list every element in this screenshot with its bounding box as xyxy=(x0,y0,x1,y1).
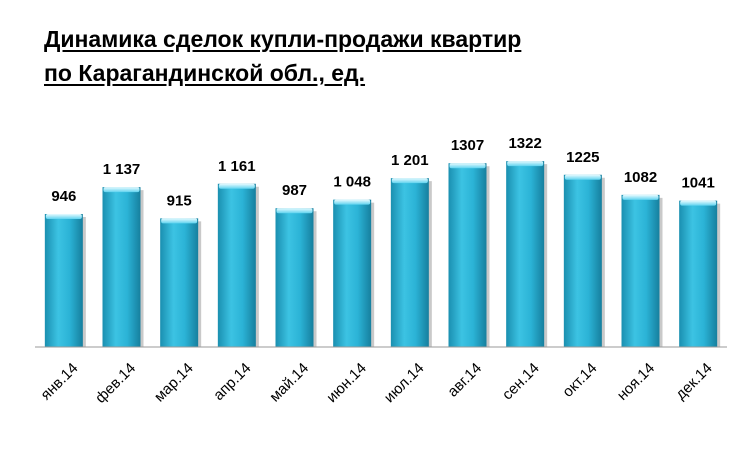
bar-cap xyxy=(161,218,198,224)
bar-cap xyxy=(334,199,371,205)
chart-title: Динамика сделок купли-продажи квартир по… xyxy=(44,22,521,90)
bar-rect xyxy=(448,163,487,347)
x-tick-label: авг.14 xyxy=(444,360,485,401)
bar-cap xyxy=(449,163,486,169)
data-label: 1 161 xyxy=(218,158,256,175)
bar-cap xyxy=(218,183,255,189)
x-tick-label: сен.14 xyxy=(499,360,543,404)
data-label: 1 048 xyxy=(333,174,371,191)
bar-cap xyxy=(622,194,659,200)
x-tick-label: июн.14 xyxy=(323,360,370,407)
bar-rect xyxy=(333,199,372,347)
bar-rect xyxy=(217,183,256,347)
x-tick-label: окт.14 xyxy=(559,360,600,401)
bar-rect xyxy=(506,161,545,347)
data-label: 1 201 xyxy=(391,152,429,169)
data-label: 1041 xyxy=(681,175,714,192)
bar-июл.14 xyxy=(390,178,432,347)
bar-cap xyxy=(507,161,544,167)
bar-cap xyxy=(276,208,313,214)
x-tick-label: ноя.14 xyxy=(614,360,658,404)
data-label: 1322 xyxy=(508,135,541,152)
x-tick-label: апр.14 xyxy=(210,360,254,404)
data-label: 946 xyxy=(51,188,76,205)
bar-дек.14 xyxy=(679,200,721,347)
data-label: 1082 xyxy=(624,169,657,186)
bar-cap xyxy=(680,200,717,206)
data-label: 987 xyxy=(282,182,307,199)
bar-май.14 xyxy=(275,208,317,347)
data-label: 1 137 xyxy=(103,161,141,178)
bar-cap xyxy=(564,174,601,180)
bar-янв.14 xyxy=(44,213,86,347)
bar-rect xyxy=(563,174,602,347)
x-tick-label: мар.14 xyxy=(151,360,197,406)
x-tick-label: фев.14 xyxy=(92,360,139,407)
bar-мар.14 xyxy=(160,218,202,347)
bar-авг.14 xyxy=(448,163,490,347)
bar-cap xyxy=(391,178,428,184)
bar-rect xyxy=(102,187,141,347)
bar-cap xyxy=(45,213,82,219)
bar-rect xyxy=(390,178,429,347)
bar-cap xyxy=(103,187,140,193)
data-label: 915 xyxy=(167,192,192,209)
bar-rect xyxy=(160,218,199,347)
bar-апр.14 xyxy=(217,183,259,347)
x-tick-label: дек.14 xyxy=(672,360,715,403)
bar-июн.14 xyxy=(333,199,375,347)
bar-сен.14 xyxy=(506,161,548,347)
x-tick-label: июл.14 xyxy=(381,360,428,407)
bar-rect xyxy=(44,213,83,347)
bar-ноя.14 xyxy=(621,194,663,347)
bar-rect xyxy=(621,194,660,347)
x-tick-label: янв.14 xyxy=(37,360,81,404)
chart-title-line-2: по Карагандинской обл., ед. xyxy=(44,60,366,86)
bar-rect xyxy=(679,200,718,347)
data-label: 1225 xyxy=(566,149,599,166)
bar-rect xyxy=(275,208,314,347)
bar-фев.14 xyxy=(102,187,144,347)
data-label: 1307 xyxy=(451,137,484,154)
x-tick-label: май.14 xyxy=(266,360,312,406)
bar-окт.14 xyxy=(563,174,605,347)
chart-title-line-1: Динамика сделок купли-продажи квартир xyxy=(44,26,522,52)
